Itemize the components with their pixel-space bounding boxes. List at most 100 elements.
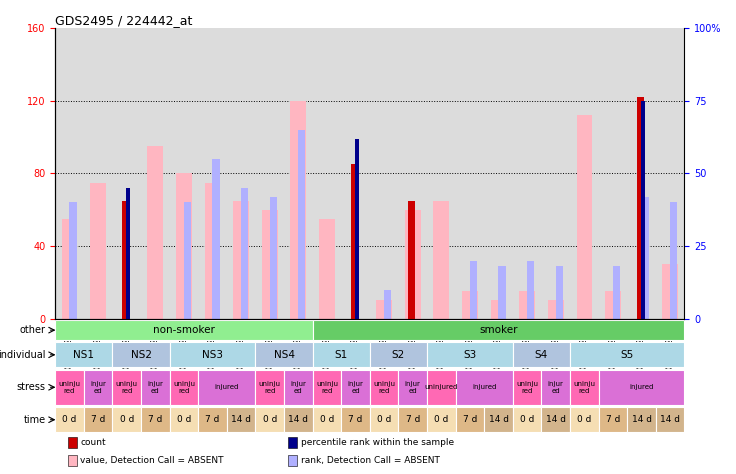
Bar [255, 407, 284, 432]
Text: uninju
red: uninju red [58, 381, 80, 394]
Text: 14 d: 14 d [289, 415, 308, 424]
Bar [376, 301, 392, 319]
Text: 0 d: 0 d [577, 415, 592, 424]
Text: 0 d: 0 d [63, 415, 77, 424]
Bar [627, 407, 656, 432]
Bar [169, 342, 255, 367]
Bar [355, 139, 358, 319]
Bar [576, 116, 592, 319]
Text: 7 d: 7 d [606, 415, 620, 424]
Bar [255, 370, 284, 405]
Text: 0 d: 0 d [319, 415, 334, 424]
Bar [369, 342, 427, 367]
Bar [398, 370, 427, 405]
Text: stress: stress [17, 382, 46, 392]
Text: 0 d: 0 d [119, 415, 134, 424]
Text: 0 d: 0 d [434, 415, 448, 424]
Bar [176, 173, 192, 319]
Text: 14 d: 14 d [660, 415, 680, 424]
Bar [141, 407, 169, 432]
Bar [198, 370, 255, 405]
Bar [570, 407, 598, 432]
Text: S3: S3 [464, 350, 477, 360]
Text: 7 d: 7 d [348, 415, 363, 424]
Bar [55, 407, 84, 432]
Text: uninju
red: uninju red [373, 381, 395, 394]
Bar [313, 407, 342, 432]
Text: injur
ed: injur ed [91, 381, 106, 394]
Text: NS1: NS1 [74, 350, 94, 360]
Text: uninju
red: uninju red [316, 381, 338, 394]
Bar [398, 407, 427, 432]
Bar [405, 210, 420, 319]
Text: 0 d: 0 d [263, 415, 277, 424]
Text: 0 d: 0 d [377, 415, 392, 424]
Text: 7 d: 7 d [148, 415, 163, 424]
Bar [513, 407, 542, 432]
Bar [84, 370, 113, 405]
Text: injured: injured [215, 384, 239, 390]
Text: time: time [24, 415, 46, 425]
Bar [542, 370, 570, 405]
Bar [484, 407, 513, 432]
Bar [656, 407, 684, 432]
Bar [68, 437, 77, 448]
Text: 7 d: 7 d [406, 415, 420, 424]
Bar [642, 197, 648, 319]
Bar [520, 292, 535, 319]
Text: S1: S1 [335, 350, 348, 360]
Bar [169, 407, 198, 432]
Text: NS4: NS4 [274, 350, 294, 360]
Bar [498, 266, 506, 319]
Bar [570, 370, 598, 405]
Text: 7 d: 7 d [91, 415, 105, 424]
Bar [269, 197, 277, 319]
Bar [570, 342, 684, 367]
Bar [227, 407, 255, 432]
Bar [641, 101, 645, 319]
Bar [127, 188, 130, 319]
Bar [427, 342, 513, 367]
Bar [342, 407, 369, 432]
Bar [319, 219, 335, 319]
Bar [384, 290, 391, 319]
Text: injur
ed: injur ed [291, 381, 306, 394]
Text: uninju
red: uninju red [116, 381, 138, 394]
Text: NS3: NS3 [202, 350, 223, 360]
Bar [470, 261, 477, 319]
Bar [55, 320, 313, 340]
Bar [62, 219, 77, 319]
Bar [184, 202, 191, 319]
Text: injur
ed: injur ed [405, 381, 421, 394]
Bar [213, 159, 219, 319]
Text: 14 d: 14 d [631, 415, 651, 424]
Bar [462, 292, 478, 319]
Text: S5: S5 [620, 350, 634, 360]
Bar [55, 370, 84, 405]
Text: uninjured: uninjured [425, 384, 458, 390]
Text: 7 d: 7 d [205, 415, 220, 424]
Bar [284, 370, 313, 405]
Text: uninju
red: uninju red [516, 381, 538, 394]
Bar [169, 370, 198, 405]
Bar [91, 182, 106, 319]
Bar [662, 264, 678, 319]
Bar [69, 202, 77, 319]
Bar [241, 188, 248, 319]
Text: percentile rank within the sample: percentile rank within the sample [300, 438, 454, 447]
Bar [542, 407, 570, 432]
Text: 7 d: 7 d [463, 415, 477, 424]
Bar [291, 101, 306, 319]
Bar [605, 292, 621, 319]
Text: 14 d: 14 d [489, 415, 509, 424]
Bar [284, 407, 313, 432]
Bar [369, 370, 398, 405]
Bar [670, 202, 677, 319]
Text: 14 d: 14 d [546, 415, 566, 424]
Text: non-smoker: non-smoker [153, 325, 215, 335]
Bar [434, 201, 449, 319]
Bar [205, 182, 220, 319]
Bar [113, 370, 141, 405]
Bar [113, 342, 169, 367]
Text: smoker: smoker [479, 325, 518, 335]
